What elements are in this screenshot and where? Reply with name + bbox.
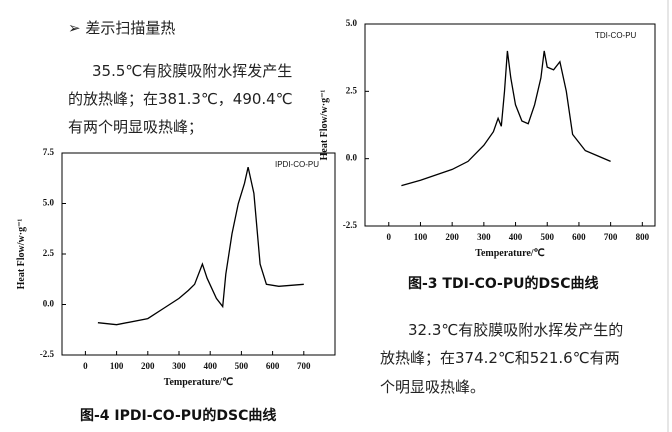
x-tick-label: 700 bbox=[297, 361, 311, 371]
y-tick-label: 0.0 bbox=[346, 153, 358, 163]
y-tick-label: 2.5 bbox=[346, 85, 358, 95]
y-tick-label: 5.0 bbox=[346, 18, 358, 28]
x-tick-label: 500 bbox=[540, 232, 554, 242]
figure-caption: 图-3 TDI-CO-PU的DSC曲线 bbox=[408, 275, 598, 292]
x-tick-label: 800 bbox=[636, 232, 650, 242]
x-tick-label: 400 bbox=[203, 361, 217, 371]
x-tick-label: 0 bbox=[83, 361, 88, 371]
x-tick-label: 200 bbox=[445, 232, 459, 242]
x-axis-label: Temperature/℃ bbox=[475, 248, 545, 259]
x-tick-label: 100 bbox=[110, 361, 124, 371]
paragraph-line: 放热峰；在374.2℃和521.6℃有两 bbox=[380, 349, 620, 367]
x-tick-label: 0 bbox=[387, 232, 392, 242]
y-tick-label: 0.0 bbox=[43, 299, 55, 309]
plot-frame bbox=[61, 152, 336, 356]
y-tick-label: 7.5 bbox=[43, 147, 55, 157]
series-label: IPDI-CO-PU bbox=[275, 160, 319, 169]
x-tick-label: 300 bbox=[477, 232, 491, 242]
y-axis-label: Heat Flow/w·g⁻¹ bbox=[16, 219, 27, 290]
x-tick-label: 400 bbox=[509, 232, 523, 242]
x-tick-label: 100 bbox=[414, 232, 428, 242]
paragraph-line: 个明显吸热峰。 bbox=[380, 378, 485, 396]
y-tick-label: 2.5 bbox=[43, 248, 55, 258]
x-tick-label: 600 bbox=[266, 361, 280, 371]
x-tick-label: 700 bbox=[604, 232, 618, 242]
y-axis-label: Heat Flow/w·g⁻¹ bbox=[319, 90, 330, 161]
y-tick-label: 5.0 bbox=[43, 198, 55, 208]
series-label: TDI-CO-PU bbox=[595, 31, 637, 40]
x-tick-label: 300 bbox=[172, 361, 186, 371]
x-tick-label: 200 bbox=[141, 361, 155, 371]
x-tick-label: 500 bbox=[235, 361, 249, 371]
figure-caption: 图-4 IPDI-CO-PU的DSC曲线 bbox=[80, 407, 276, 424]
dsc-curve bbox=[97, 166, 304, 326]
y-tick-label: -2.5 bbox=[40, 349, 55, 359]
plot-frame bbox=[364, 23, 656, 227]
x-tick-label: 600 bbox=[572, 232, 586, 242]
dsc-curve bbox=[401, 50, 611, 187]
paragraph-line: 32.3℃有胶膜吸附水挥发产生的 bbox=[408, 321, 623, 339]
x-axis-label: Temperature/℃ bbox=[164, 377, 234, 388]
y-tick-label: -2.5 bbox=[343, 220, 358, 230]
paragraph-line: 35.5℃有胶膜吸附水挥发产生 bbox=[92, 62, 292, 80]
paragraph-line: 的放热峰；在381.3℃，490.4℃ bbox=[68, 90, 293, 108]
section-heading: ➢ 差示扫描量热 bbox=[68, 19, 175, 37]
paragraph-line: 有两个明显吸热峰； bbox=[68, 118, 203, 136]
